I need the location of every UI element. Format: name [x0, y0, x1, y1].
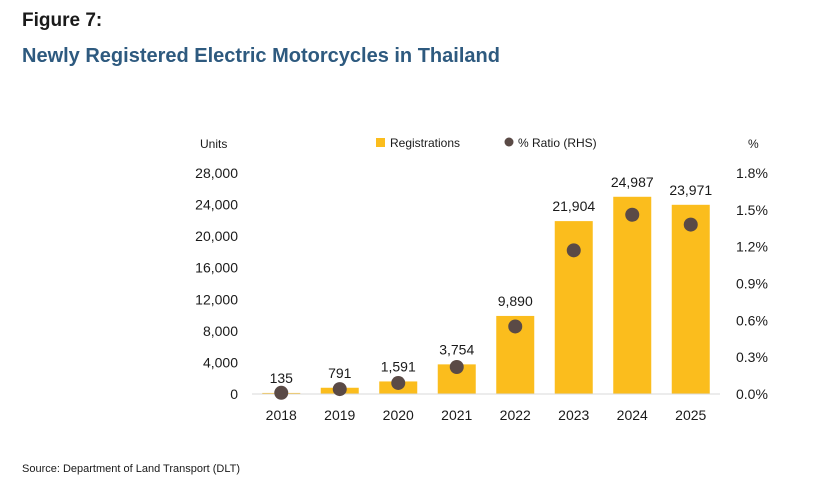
ratio-point	[332, 382, 347, 397]
x-axis-tick-label: 2020	[383, 407, 414, 423]
left-axis-tick-label: 12,000	[195, 291, 238, 307]
right-axis-tick-label: 0.6%	[736, 312, 768, 328]
left-axis-tick-label: 20,000	[195, 228, 238, 244]
right-axis-tick-label: 1.8%	[736, 165, 768, 181]
x-axis-tick-label: 2021	[441, 407, 472, 423]
x-axis-tick-label: 2023	[558, 407, 589, 423]
bar-data-label: 21,904	[552, 198, 595, 214]
right-axis-unit-label: %	[748, 137, 759, 151]
ratio-point	[508, 319, 523, 334]
left-axis-tick-label: 16,000	[195, 260, 238, 276]
source-note: Source: Department of Land Transport (DL…	[22, 463, 241, 475]
legend-swatch-registrations	[376, 138, 385, 147]
legend-swatch-ratio	[504, 137, 514, 147]
ratio-point	[625, 207, 640, 222]
ratio-point	[566, 243, 581, 258]
bar-data-labels: 135 791 1,591 3,754 9,890 21,904 24,987 23,971	[270, 174, 713, 386]
right-axis-tick-label: 0.9%	[736, 276, 768, 292]
bar-data-label: 1,591	[381, 358, 416, 374]
right-axis-tick-label: 1.2%	[736, 239, 768, 255]
x-axis-tick-label: 2022	[500, 407, 531, 423]
x-axis-ticks: 2018 2019 2020 2021 2022 2023 2024 2025	[266, 407, 707, 423]
legend: Registrations % Ratio (RHS)	[376, 136, 597, 150]
legend-label-registrations: Registrations	[390, 136, 460, 150]
figure-label: Figure 7:	[22, 10, 103, 31]
bar-data-label: 9,890	[498, 293, 533, 309]
bar-data-label: 135	[270, 370, 294, 386]
left-axis-tick-label: 0	[230, 386, 238, 402]
bar	[613, 196, 652, 394]
left-axis-tick-label: 24,000	[195, 197, 238, 213]
bar-data-label: 791	[328, 365, 352, 381]
bar-data-label: 24,987	[611, 174, 654, 190]
left-axis-tick-label: 8,000	[203, 323, 238, 339]
x-axis-tick-label: 2024	[617, 407, 648, 423]
bar	[671, 204, 710, 394]
right-axis-tick-label: 0.3%	[736, 349, 768, 365]
x-axis-tick-label: 2018	[266, 407, 297, 423]
left-axis-tick-label: 28,000	[195, 165, 238, 181]
left-axis-tick-label: 4,000	[203, 354, 238, 370]
ratio-series	[274, 207, 698, 400]
x-axis-tick-label: 2025	[675, 407, 706, 423]
right-axis-ticks: 0.0% 0.3% 0.6% 0.9% 1.2% 1.5% 1.8%	[736, 165, 768, 402]
left-axis-unit-label: Units	[200, 137, 227, 151]
left-axis-ticks: 0 4,000 8,000 12,000 16,000 20,000 24,000 28,00…	[195, 165, 238, 402]
bar-data-label: 23,971	[669, 182, 712, 198]
right-axis-tick-label: 1.5%	[736, 202, 768, 218]
chart-title: Newly Registered Electric Motorcycles in…	[22, 45, 500, 67]
ratio-point	[391, 375, 406, 390]
ratio-point	[274, 385, 289, 400]
ratio-point	[683, 217, 698, 232]
legend-label-ratio: % Ratio (RHS)	[518, 136, 597, 150]
right-axis-tick-label: 0.0%	[736, 386, 768, 402]
ratio-point	[449, 359, 464, 374]
x-axis-tick-label: 2019	[324, 407, 355, 423]
bar-data-label: 3,754	[439, 341, 474, 357]
